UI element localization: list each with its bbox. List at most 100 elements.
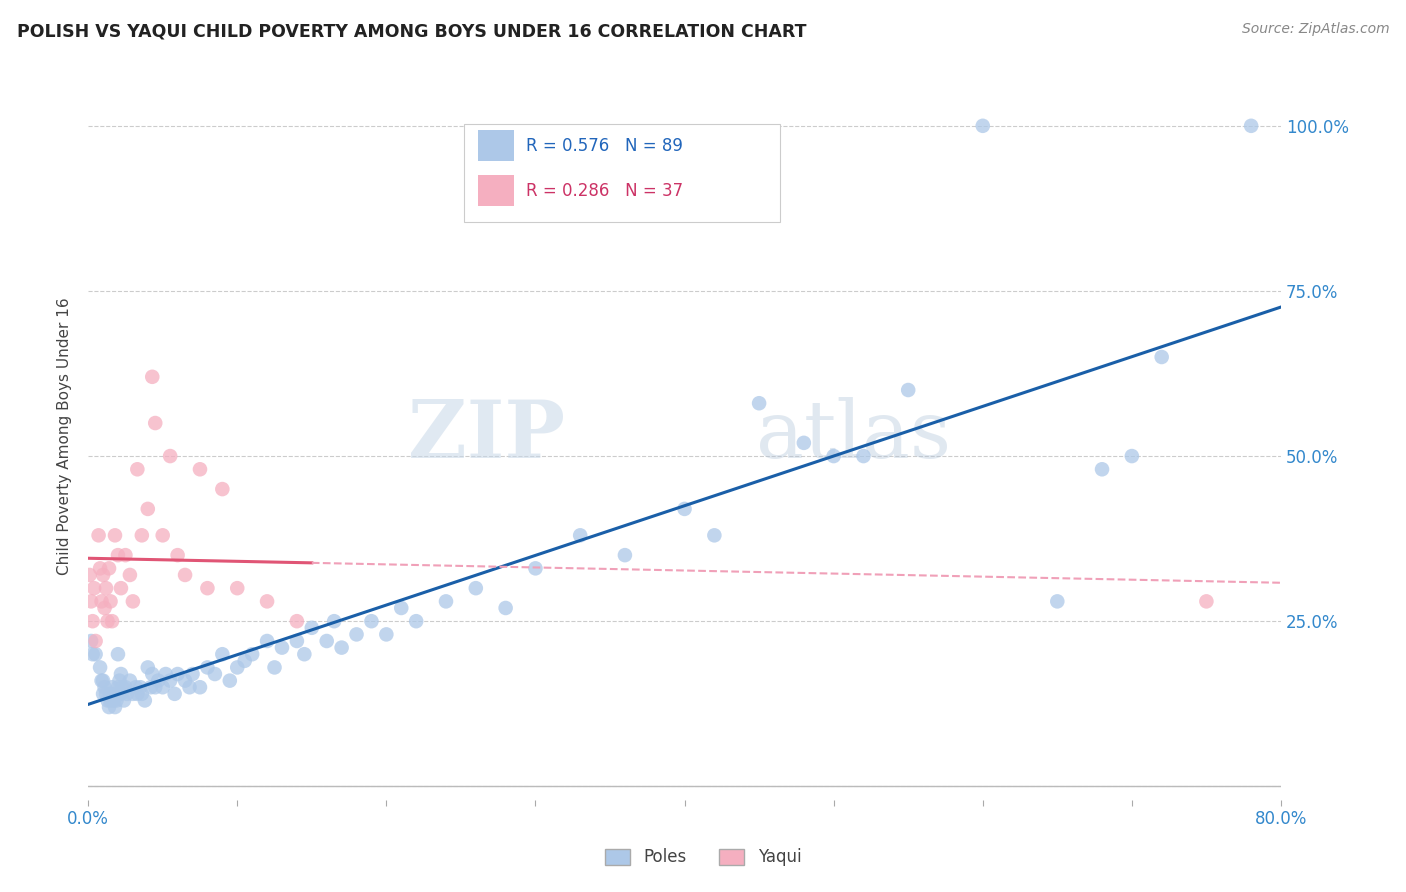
Point — [197, 660, 219, 674]
Point — [141, 369, 163, 384]
Point — [82, 647, 104, 661]
Point — [134, 693, 156, 707]
Point — [495, 601, 517, 615]
Point — [127, 687, 149, 701]
Point — [1240, 119, 1263, 133]
Point — [143, 680, 166, 694]
Point — [83, 581, 105, 595]
Point — [159, 449, 181, 463]
Point — [110, 581, 132, 595]
Point — [84, 647, 107, 661]
Point — [897, 383, 920, 397]
Point — [375, 627, 398, 641]
Point — [613, 548, 636, 562]
Point — [118, 673, 141, 688]
Point — [91, 673, 114, 688]
Point — [80, 634, 103, 648]
Point — [823, 449, 845, 463]
Point — [793, 435, 815, 450]
Point — [127, 462, 149, 476]
Text: R = 0.286   N = 37: R = 0.286 N = 37 — [526, 182, 683, 200]
Point — [1195, 594, 1218, 608]
Point — [256, 634, 278, 648]
Point — [115, 687, 138, 701]
Point — [389, 601, 412, 615]
Point — [110, 687, 132, 701]
Point — [96, 614, 118, 628]
Point — [188, 680, 211, 694]
Point — [1091, 462, 1114, 476]
Point — [166, 667, 188, 681]
Point — [114, 680, 136, 694]
Point — [174, 568, 197, 582]
Point — [94, 687, 117, 701]
Point — [301, 621, 323, 635]
Point — [136, 660, 159, 674]
Point — [80, 594, 103, 608]
Point — [129, 680, 152, 694]
Point — [330, 640, 353, 655]
Point — [107, 647, 129, 661]
Point — [122, 687, 145, 701]
Point — [852, 449, 875, 463]
Point — [143, 416, 166, 430]
Point — [93, 680, 115, 694]
Point — [226, 660, 249, 674]
Point — [114, 548, 136, 562]
Point — [174, 673, 197, 688]
Point — [285, 614, 308, 628]
Point — [107, 680, 129, 694]
Point — [218, 673, 240, 688]
Point — [100, 687, 122, 701]
Point — [323, 614, 346, 628]
Point — [98, 700, 121, 714]
Point — [1150, 350, 1173, 364]
Point — [434, 594, 457, 608]
Point — [131, 687, 153, 701]
Point — [101, 680, 124, 694]
Point — [104, 528, 127, 542]
Point — [98, 561, 121, 575]
Y-axis label: Child Poverty Among Boys Under 16: Child Poverty Among Boys Under 16 — [58, 297, 72, 575]
Point — [100, 594, 122, 608]
Point — [152, 680, 174, 694]
Point — [211, 482, 233, 496]
Point — [159, 673, 181, 688]
Text: Source: ZipAtlas.com: Source: ZipAtlas.com — [1241, 22, 1389, 37]
FancyBboxPatch shape — [464, 124, 780, 222]
Point — [464, 581, 486, 595]
Point — [105, 693, 128, 707]
Point — [94, 581, 117, 595]
Point — [211, 647, 233, 661]
Point — [125, 680, 148, 694]
Point — [122, 594, 145, 608]
Point — [285, 634, 308, 648]
Point — [82, 614, 104, 628]
Point — [204, 667, 226, 681]
FancyBboxPatch shape — [478, 176, 515, 206]
Point — [111, 680, 134, 694]
Point — [292, 647, 315, 661]
Point — [703, 528, 725, 542]
Point — [79, 568, 101, 582]
Point — [90, 673, 112, 688]
Point — [87, 528, 110, 542]
Point — [100, 693, 122, 707]
Text: atlas: atlas — [756, 397, 952, 475]
Point — [163, 687, 186, 701]
Point — [131, 528, 153, 542]
Point — [91, 568, 114, 582]
FancyBboxPatch shape — [478, 130, 515, 161]
Point — [673, 502, 696, 516]
Point — [91, 687, 114, 701]
Point — [271, 640, 294, 655]
Point — [141, 667, 163, 681]
Point — [89, 660, 111, 674]
Point — [104, 700, 127, 714]
Point — [84, 634, 107, 648]
Point — [108, 673, 131, 688]
Point — [104, 687, 127, 701]
Point — [263, 660, 285, 674]
Point — [90, 594, 112, 608]
Point — [233, 654, 256, 668]
